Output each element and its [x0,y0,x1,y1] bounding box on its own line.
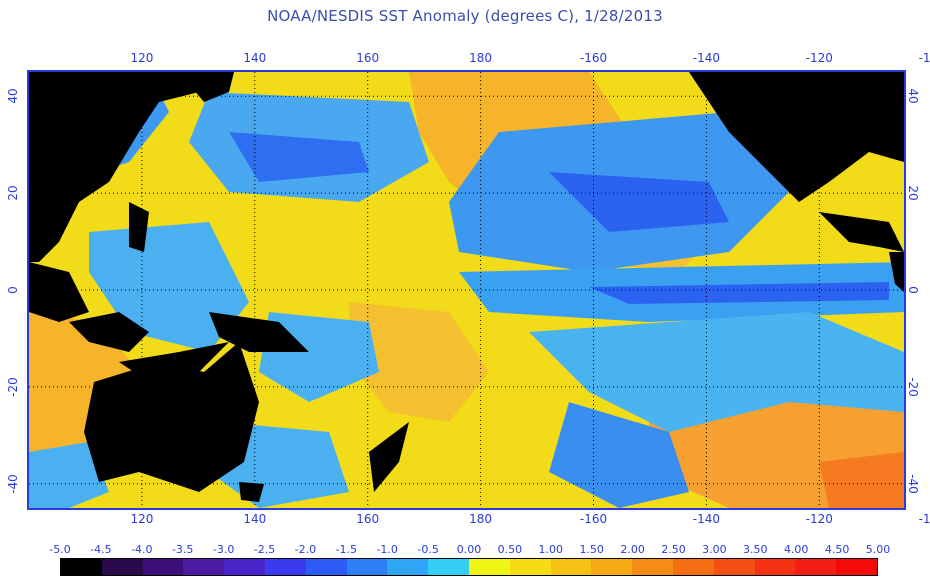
legend-swatch [183,559,225,575]
legend-swatch [264,559,306,575]
legend-label: 3.00 [702,543,727,556]
land-philippines [129,202,149,252]
legend-swatch [101,559,143,575]
longitude-label-top: 160 [356,51,380,65]
legend-label: -1.5 [335,543,358,556]
legend-label: -2.5 [253,543,276,556]
land-north-america [689,72,904,202]
legend-swatch [387,559,429,575]
latitude-label-left: -20 [6,377,20,397]
legend-swatch [428,559,469,575]
legend-label: -3.0 [212,543,235,556]
legend-label: -4.5 [90,543,112,556]
land-new-guinea [209,312,309,352]
legend-label: 2.00 [620,543,645,556]
legend-swatch [224,559,265,575]
longitude-label-bottom: -160 [579,512,608,526]
latitude-label-right: 20 [906,185,920,201]
longitude-label-top: 120 [130,51,154,65]
legend-swatch [591,559,633,575]
longitude-label-bottom: -120 [805,512,833,526]
map-title: NOAA/NESDIS SST Anomaly (degrees C), 1/2… [267,7,663,25]
legend-swatch [509,559,551,575]
legend-swatch [836,559,877,575]
longitude-label-bottom: -100 [918,512,930,526]
map-gridlines [29,72,904,508]
legend-label: 2.50 [661,543,686,556]
longitude-label-bottom: 120 [130,512,154,526]
latitude-label-right: -40 [906,473,920,494]
legend-swatch [795,559,837,575]
cold-core-northwest [229,132,369,182]
legend-label: 0.50 [497,543,523,556]
land-mexico [819,212,904,252]
longitude-label-top: -100 [918,51,930,65]
legend-swatch [550,559,592,575]
land-tasmania [239,482,264,502]
cold-core-north-pacific [549,172,729,232]
warm-pool-south-pacific [349,302,489,422]
legend-label: -5.0 [49,543,71,556]
legend-label: -4.0 [131,543,153,556]
land-australia [84,342,259,492]
latitude-label-left: 40 [6,88,20,104]
legend-swatch [468,559,510,575]
cold-core-equatorial [589,282,889,304]
sst-anomaly-map [27,70,906,510]
latitude-label-left: 0 [6,286,20,294]
legend-label: 1.50 [579,543,604,556]
legend-label: 5.00 [865,543,891,556]
land-borneo-sumatra [69,312,149,352]
legend-labels: -5.0 -4.5 -4.0 -3.5 -3.0 -2.5 -2.0 -1.5 -1.0 -0.5… [0,543,930,557]
land-masses [29,72,904,502]
longitude-label-top: -140 [692,51,721,65]
cool-band-southwest [29,442,109,508]
legend-label: 4.50 [824,543,850,556]
land-asia [29,72,219,262]
land-indochina [29,262,89,322]
cool-band-southeast [529,312,904,432]
land-central-america [889,252,904,292]
longitude-label-top: -160 [579,51,608,65]
legend-swatch [346,559,388,575]
latitude-label-left: -40 [6,473,20,494]
legend-label: 1.00 [538,543,564,556]
legend-swatch [713,559,755,575]
sst-map-canvas [29,72,904,508]
legend-swatch [305,559,347,575]
legend-swatch [61,559,102,575]
legend-label: -1.0 [376,543,398,556]
longitude-label-bottom: 180 [469,512,493,526]
legend-swatch [632,559,673,575]
longitude-label-top: 180 [469,51,493,65]
longitude-label-bottom: 160 [356,512,380,526]
land-new-zealand [369,422,409,492]
legend-label: -0.5 [417,543,439,556]
longitude-label-top: 140 [243,51,267,65]
color-legend-bar [60,558,878,576]
latitude-label-right: 40 [906,88,920,104]
legend-label: -2.0 [294,543,317,556]
legend-label: 0.00 [456,543,482,556]
legend-label: 3.50 [743,543,768,556]
latitude-label-left: 20 [6,185,20,201]
latitude-label-right: 0 [906,286,920,294]
legend-swatch [672,559,714,575]
longitude-label-bottom: 140 [243,512,267,526]
cool-band-south-central [549,402,689,508]
longitude-label-bottom: -140 [692,512,721,526]
latitude-label-right: -20 [906,377,920,397]
legend-swatch [142,559,184,575]
land-japan-north [179,72,234,102]
hot-spot-southeast [819,452,904,508]
legend-label: -3.5 [171,543,194,556]
legend-label: 4.00 [783,543,809,556]
legend-swatch [754,559,796,575]
longitude-label-top: -120 [805,51,833,65]
